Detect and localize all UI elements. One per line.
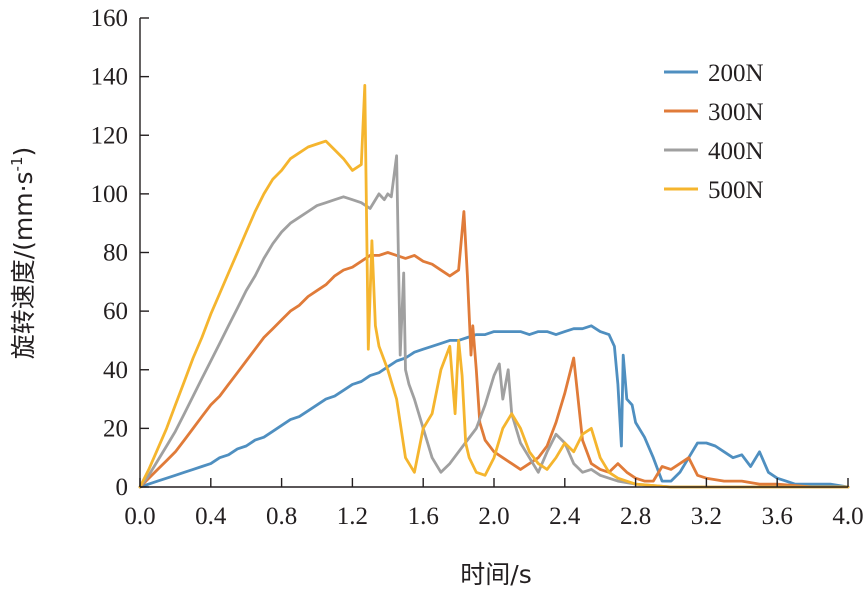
y-tick-label: 120 (91, 122, 129, 149)
y-tick-label: 140 (91, 64, 129, 91)
x-tick-label: 0.4 (195, 503, 227, 530)
x-tick-label: 0.0 (124, 503, 155, 530)
y-tick-label: 100 (91, 181, 129, 208)
series-line-300N (138, 210, 850, 489)
x-tick-label: 2.4 (549, 503, 581, 530)
y-tick-label: 60 (103, 298, 128, 325)
series-lines (138, 84, 850, 489)
x-tick-label: 1.2 (337, 503, 368, 530)
series-line-500N (138, 84, 850, 489)
x-tick-label: 2.8 (620, 503, 651, 530)
series-line-200N (138, 324, 850, 489)
legend-label: 400N (708, 138, 764, 165)
legend: 200N 300N 400N 500N (664, 60, 764, 204)
y-tick-label: 40 (103, 357, 128, 384)
axes (139, 18, 848, 488)
y-axis-title: 旋转速度/(mm·s-1) (8, 147, 38, 360)
x-tick-label: 0.8 (266, 503, 297, 530)
legend-label: 300N (708, 99, 764, 126)
x-axis-title: 时间/s (460, 560, 531, 589)
y-axis-title-main: 旋转速度/(mm·s (9, 171, 38, 359)
y-axis-title-close: ) (9, 147, 38, 157)
x-ticks: 0.0 0.4 0.8 1.2 1.6 2.0 2.4 2.8 3.2 3.6 4.0 (124, 478, 864, 530)
x-tick-label: 1.6 (408, 503, 439, 530)
legend-label: 500N (708, 177, 764, 204)
y-ticks: 0 20 40 60 80 100 120 140 160 (91, 5, 149, 501)
y-tick-label: 80 (103, 240, 128, 267)
series-line-400N (138, 154, 850, 489)
legend-label: 200N (708, 60, 764, 87)
x-tick-label: 2.0 (478, 503, 509, 530)
y-tick-label: 20 (103, 415, 128, 442)
x-tick-label: 3.2 (691, 503, 722, 530)
x-tick-label: 4.0 (832, 503, 863, 530)
y-tick-label: 0 (116, 474, 129, 501)
x-tick-label: 3.6 (762, 503, 793, 530)
y-tick-label: 160 (91, 5, 129, 32)
y-axis-title-superscript: -1 (8, 156, 26, 171)
